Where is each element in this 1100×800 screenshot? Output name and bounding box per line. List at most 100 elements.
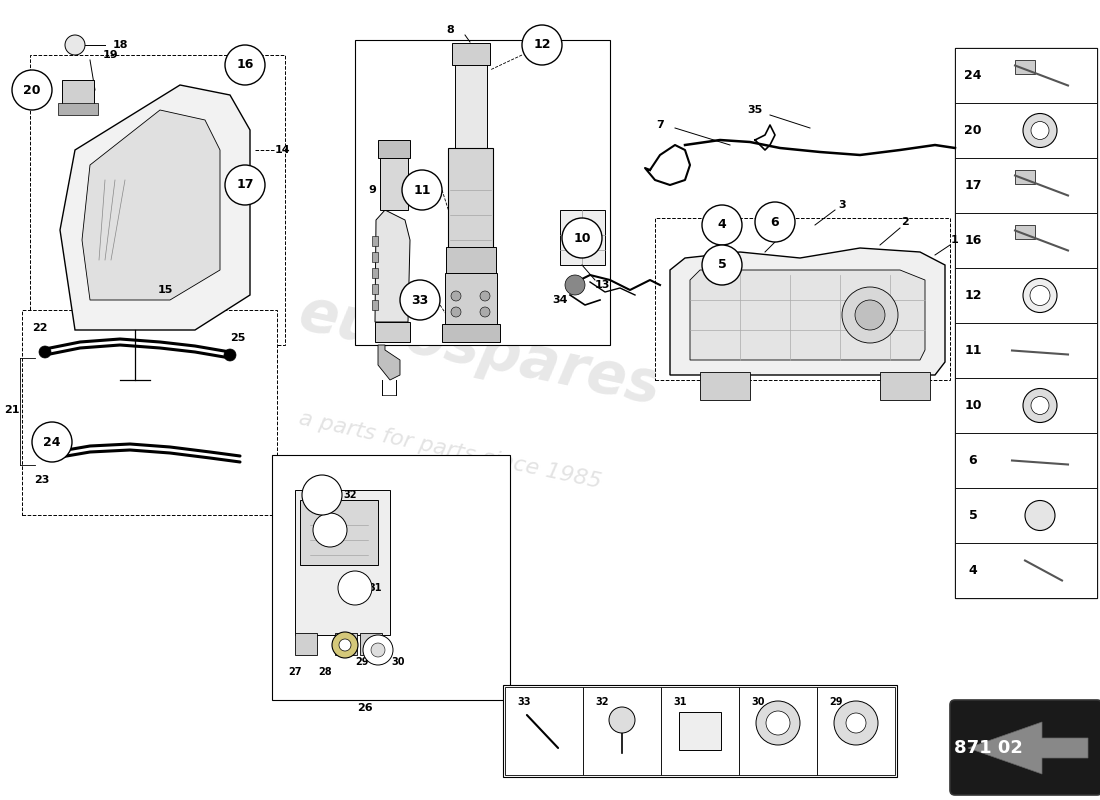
Circle shape [1023, 278, 1057, 313]
Text: 11: 11 [965, 344, 981, 357]
Text: 5: 5 [969, 509, 978, 522]
Polygon shape [375, 210, 410, 322]
Circle shape [1023, 114, 1057, 147]
Circle shape [480, 291, 490, 301]
Bar [452, 43, 490, 65]
Text: 32: 32 [343, 490, 356, 500]
Bar [955, 323, 1097, 378]
Bar [372, 268, 378, 278]
Bar [817, 687, 895, 775]
Bar [446, 273, 497, 325]
FancyBboxPatch shape [950, 700, 1100, 795]
Bar [58, 103, 98, 115]
Text: 16: 16 [965, 234, 981, 247]
Polygon shape [378, 345, 400, 380]
Text: 4: 4 [969, 564, 978, 577]
Bar [700, 372, 750, 400]
Text: 31: 31 [368, 583, 382, 593]
Bar [955, 543, 1097, 598]
Bar [455, 45, 487, 150]
Bar [30, 55, 285, 345]
Text: 20: 20 [23, 83, 41, 97]
Text: a parts for parts since 1985: a parts for parts since 1985 [297, 408, 603, 492]
Bar [442, 324, 501, 342]
Bar [372, 300, 378, 310]
Bar [336, 633, 358, 655]
Bar [62, 80, 94, 105]
Text: 33: 33 [517, 697, 530, 707]
Text: 24: 24 [43, 435, 60, 449]
Bar [955, 103, 1097, 158]
Circle shape [609, 707, 635, 733]
Text: 10: 10 [965, 399, 981, 412]
Text: 12: 12 [965, 289, 981, 302]
Circle shape [1031, 122, 1049, 139]
Text: 11: 11 [414, 183, 431, 197]
Bar [880, 372, 929, 400]
Bar [446, 247, 496, 275]
Circle shape [400, 280, 440, 320]
Bar [955, 48, 1097, 103]
Text: 2: 2 [901, 217, 909, 227]
Text: 21: 21 [4, 405, 20, 415]
Polygon shape [82, 110, 220, 300]
Circle shape [702, 205, 743, 245]
Polygon shape [60, 85, 250, 330]
Circle shape [766, 711, 790, 735]
Text: 30: 30 [751, 697, 764, 707]
Circle shape [371, 643, 385, 657]
Circle shape [1031, 397, 1049, 414]
Bar [22, 310, 277, 515]
Circle shape [339, 639, 351, 651]
Polygon shape [670, 248, 945, 375]
Text: 20: 20 [965, 124, 981, 137]
Bar [560, 210, 605, 265]
Circle shape [1023, 389, 1057, 422]
Text: 29: 29 [355, 657, 368, 667]
Text: 17: 17 [965, 179, 981, 192]
Text: 30: 30 [392, 657, 405, 667]
Text: 7: 7 [656, 120, 664, 130]
Text: 29: 29 [829, 697, 843, 707]
Text: 12: 12 [534, 38, 551, 51]
Bar [679, 712, 721, 750]
Polygon shape [690, 270, 925, 360]
Text: 871 02: 871 02 [954, 739, 1022, 757]
Text: 18: 18 [112, 40, 128, 50]
Bar [448, 148, 493, 250]
Circle shape [32, 422, 72, 462]
Circle shape [562, 218, 602, 258]
Circle shape [1025, 501, 1055, 530]
Bar [505, 687, 583, 775]
Text: 22: 22 [32, 323, 47, 333]
Text: 15: 15 [157, 285, 173, 295]
Text: 6: 6 [969, 454, 977, 467]
Bar [355, 40, 610, 345]
Circle shape [338, 571, 372, 605]
Bar [295, 490, 390, 635]
Text: eurospares: eurospares [294, 284, 667, 416]
Circle shape [702, 245, 743, 285]
Circle shape [363, 635, 393, 665]
Circle shape [842, 287, 898, 343]
Circle shape [332, 632, 358, 658]
Text: 5: 5 [717, 258, 726, 271]
Circle shape [1030, 286, 1050, 306]
Bar [955, 213, 1097, 268]
Text: 23: 23 [34, 475, 50, 485]
Circle shape [302, 475, 342, 515]
Circle shape [12, 70, 52, 110]
Bar [955, 268, 1097, 323]
Bar [378, 140, 410, 158]
Text: 33: 33 [411, 294, 429, 306]
Bar [372, 284, 378, 294]
Circle shape [451, 291, 461, 301]
Circle shape [834, 701, 878, 745]
Bar [372, 252, 378, 262]
Circle shape [855, 300, 886, 330]
Text: 28: 28 [318, 667, 332, 677]
Text: 26: 26 [358, 703, 373, 713]
Circle shape [314, 513, 346, 547]
Text: 32: 32 [595, 697, 608, 707]
Text: 17: 17 [236, 178, 254, 191]
